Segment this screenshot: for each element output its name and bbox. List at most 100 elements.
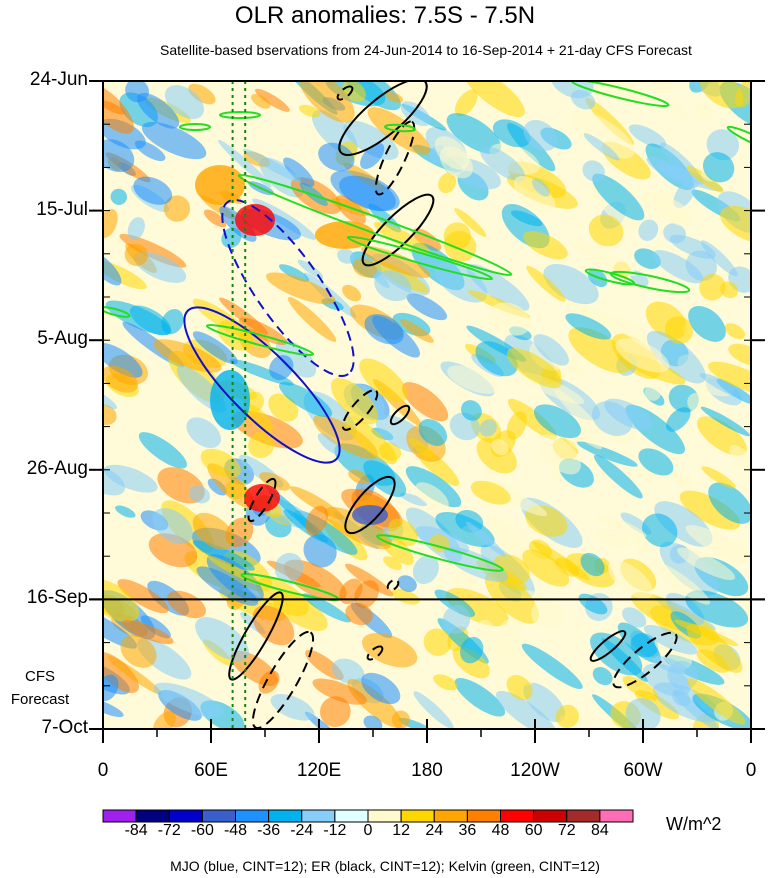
field-feature bbox=[352, 505, 388, 525]
field-blob bbox=[568, 111, 635, 159]
field-blob bbox=[622, 676, 659, 701]
field-blob bbox=[305, 505, 329, 536]
x-tick-label: 0 bbox=[97, 760, 109, 781]
field-blob bbox=[669, 234, 716, 259]
colorbar-label: -24 bbox=[290, 822, 314, 839]
field-blob bbox=[433, 674, 458, 691]
er-contour bbox=[374, 120, 416, 196]
er-contour bbox=[612, 631, 678, 689]
field-blob bbox=[555, 704, 579, 728]
field-blob bbox=[588, 214, 624, 247]
field-blob bbox=[342, 81, 366, 102]
field-blob bbox=[570, 89, 596, 110]
wave-contour-overlays bbox=[103, 81, 751, 729]
field-blob bbox=[298, 104, 321, 118]
y-tick-label: 16-Sep bbox=[26, 587, 88, 609]
field-blob bbox=[484, 571, 539, 624]
field-blob bbox=[451, 570, 478, 592]
field-blob bbox=[348, 469, 370, 485]
field-blob bbox=[319, 696, 351, 727]
field-blob bbox=[103, 607, 138, 649]
colorbar bbox=[102, 809, 634, 823]
kelvin-contour bbox=[219, 111, 261, 119]
field-blob bbox=[103, 651, 139, 694]
kelvin-contour bbox=[384, 123, 416, 133]
field-blob bbox=[523, 120, 558, 151]
plot-frame bbox=[89, 80, 765, 743]
field-blob bbox=[454, 678, 506, 717]
field-blob bbox=[604, 530, 631, 550]
field-blob bbox=[203, 209, 227, 228]
colorbar-label: 72 bbox=[557, 822, 576, 839]
field-blob bbox=[463, 81, 525, 118]
field-blob bbox=[665, 592, 705, 626]
colorbar-label: 60 bbox=[524, 822, 543, 839]
field-blob bbox=[104, 464, 158, 493]
field-blob bbox=[465, 521, 506, 557]
x-tick-label: 60W bbox=[623, 760, 663, 781]
field-blob bbox=[163, 195, 191, 222]
overlay-legend-note: MJO (blue, CINT=12); ER (black, CINT=12)… bbox=[170, 858, 600, 874]
field-blob bbox=[674, 619, 739, 647]
field-blob bbox=[337, 248, 355, 264]
field-blob bbox=[489, 302, 531, 336]
field-blob bbox=[565, 313, 612, 340]
x-tick-label: 120W bbox=[510, 760, 560, 781]
field-blob bbox=[479, 419, 497, 437]
field-blob bbox=[702, 152, 735, 183]
field-blob bbox=[522, 549, 570, 587]
field-blob bbox=[478, 639, 535, 687]
field-blob bbox=[192, 512, 235, 551]
field-blob bbox=[466, 264, 530, 311]
colorbar-box bbox=[301, 809, 336, 823]
field-blob bbox=[331, 658, 365, 685]
colorbar-box bbox=[268, 809, 303, 823]
field-blob bbox=[653, 561, 711, 605]
field-blob bbox=[646, 330, 706, 384]
colorbar-box bbox=[466, 809, 501, 823]
colorbar-box bbox=[334, 809, 369, 823]
field-blob bbox=[164, 85, 205, 120]
field-blob bbox=[141, 121, 207, 160]
field-blob bbox=[686, 624, 743, 673]
field-blob bbox=[360, 142, 385, 170]
field-blob bbox=[707, 361, 751, 396]
kelvin-contour bbox=[346, 235, 494, 281]
colorbar-label: 48 bbox=[491, 822, 510, 839]
olr-anomaly-field bbox=[103, 81, 751, 729]
field-blob bbox=[200, 448, 241, 478]
field-blob bbox=[153, 339, 222, 373]
field-blob bbox=[138, 432, 188, 469]
field-blob bbox=[192, 331, 238, 365]
field-blob bbox=[701, 466, 736, 489]
field-blob bbox=[133, 176, 173, 205]
field-blob bbox=[400, 101, 431, 127]
kelvin-contour bbox=[237, 173, 513, 277]
field-blob bbox=[103, 208, 118, 238]
field-blob bbox=[274, 552, 304, 583]
field-feature bbox=[210, 370, 250, 430]
chart-title: OLR anomalies: 7.5S - 7.5N bbox=[234, 2, 536, 29]
field-blob bbox=[361, 633, 418, 668]
field-blob bbox=[121, 620, 174, 645]
field-blob bbox=[115, 505, 136, 518]
colorbar-label: -48 bbox=[223, 822, 248, 839]
colorbar-label: 36 bbox=[458, 822, 477, 839]
er-contour bbox=[361, 193, 435, 267]
field-blob bbox=[374, 270, 412, 302]
field-blob bbox=[523, 682, 566, 723]
field-blob bbox=[446, 113, 502, 154]
field-blob bbox=[103, 100, 126, 115]
colorbar-box bbox=[599, 809, 634, 823]
field-blob bbox=[460, 636, 484, 664]
field-blob bbox=[677, 547, 736, 581]
field-blob bbox=[401, 382, 449, 422]
field-blob bbox=[373, 221, 431, 255]
field-blob bbox=[103, 365, 138, 393]
field-blob bbox=[652, 656, 688, 674]
field-blob bbox=[592, 173, 645, 221]
colorbar-box bbox=[566, 809, 601, 823]
field-blob bbox=[269, 355, 294, 381]
field-blob bbox=[495, 690, 557, 729]
